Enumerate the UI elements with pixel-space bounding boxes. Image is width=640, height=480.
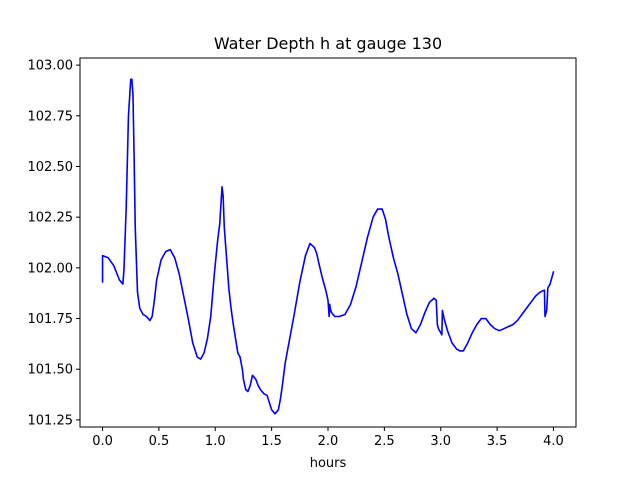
x-tick-label: 4.0 bbox=[543, 434, 564, 449]
plot-area bbox=[101, 78, 555, 415]
x-tick-label: 3.0 bbox=[430, 434, 451, 449]
x-tick-label: 1.5 bbox=[261, 434, 282, 449]
y-tick-label: 102.25 bbox=[28, 211, 74, 226]
x-tick-label: 2.5 bbox=[374, 434, 395, 449]
y-tick-label: 101.75 bbox=[28, 312, 74, 327]
x-tick-label: 1.0 bbox=[205, 434, 226, 449]
x-tick-label: 0.5 bbox=[149, 434, 170, 449]
x-axis: 0.0 0.5 1.0 1.5 2.0 2.5 3.0 3.5 4.0 bbox=[92, 427, 564, 449]
x-tick-label: 2.0 bbox=[318, 434, 339, 449]
chart-title: Water Depth h at gauge 130 bbox=[214, 34, 442, 53]
y-tick-label: 102.00 bbox=[28, 261, 74, 276]
y-tick-label: 101.25 bbox=[28, 413, 74, 428]
y-tick-label: 103.00 bbox=[28, 59, 74, 74]
x-tick-label: 0.0 bbox=[92, 434, 113, 449]
x-tick-label: 3.5 bbox=[487, 434, 508, 449]
series-line-0 bbox=[101, 78, 555, 415]
y-tick-label: 102.50 bbox=[28, 160, 74, 175]
y-tick-label: 102.75 bbox=[28, 109, 74, 124]
plot-frame bbox=[79, 57, 577, 428]
x-axis-label: hours bbox=[310, 456, 347, 471]
y-tick-label: 101.50 bbox=[28, 363, 74, 378]
y-axis: 101.25 101.50 101.75 102.00 102.25 102.50 102.… bbox=[28, 59, 80, 428]
